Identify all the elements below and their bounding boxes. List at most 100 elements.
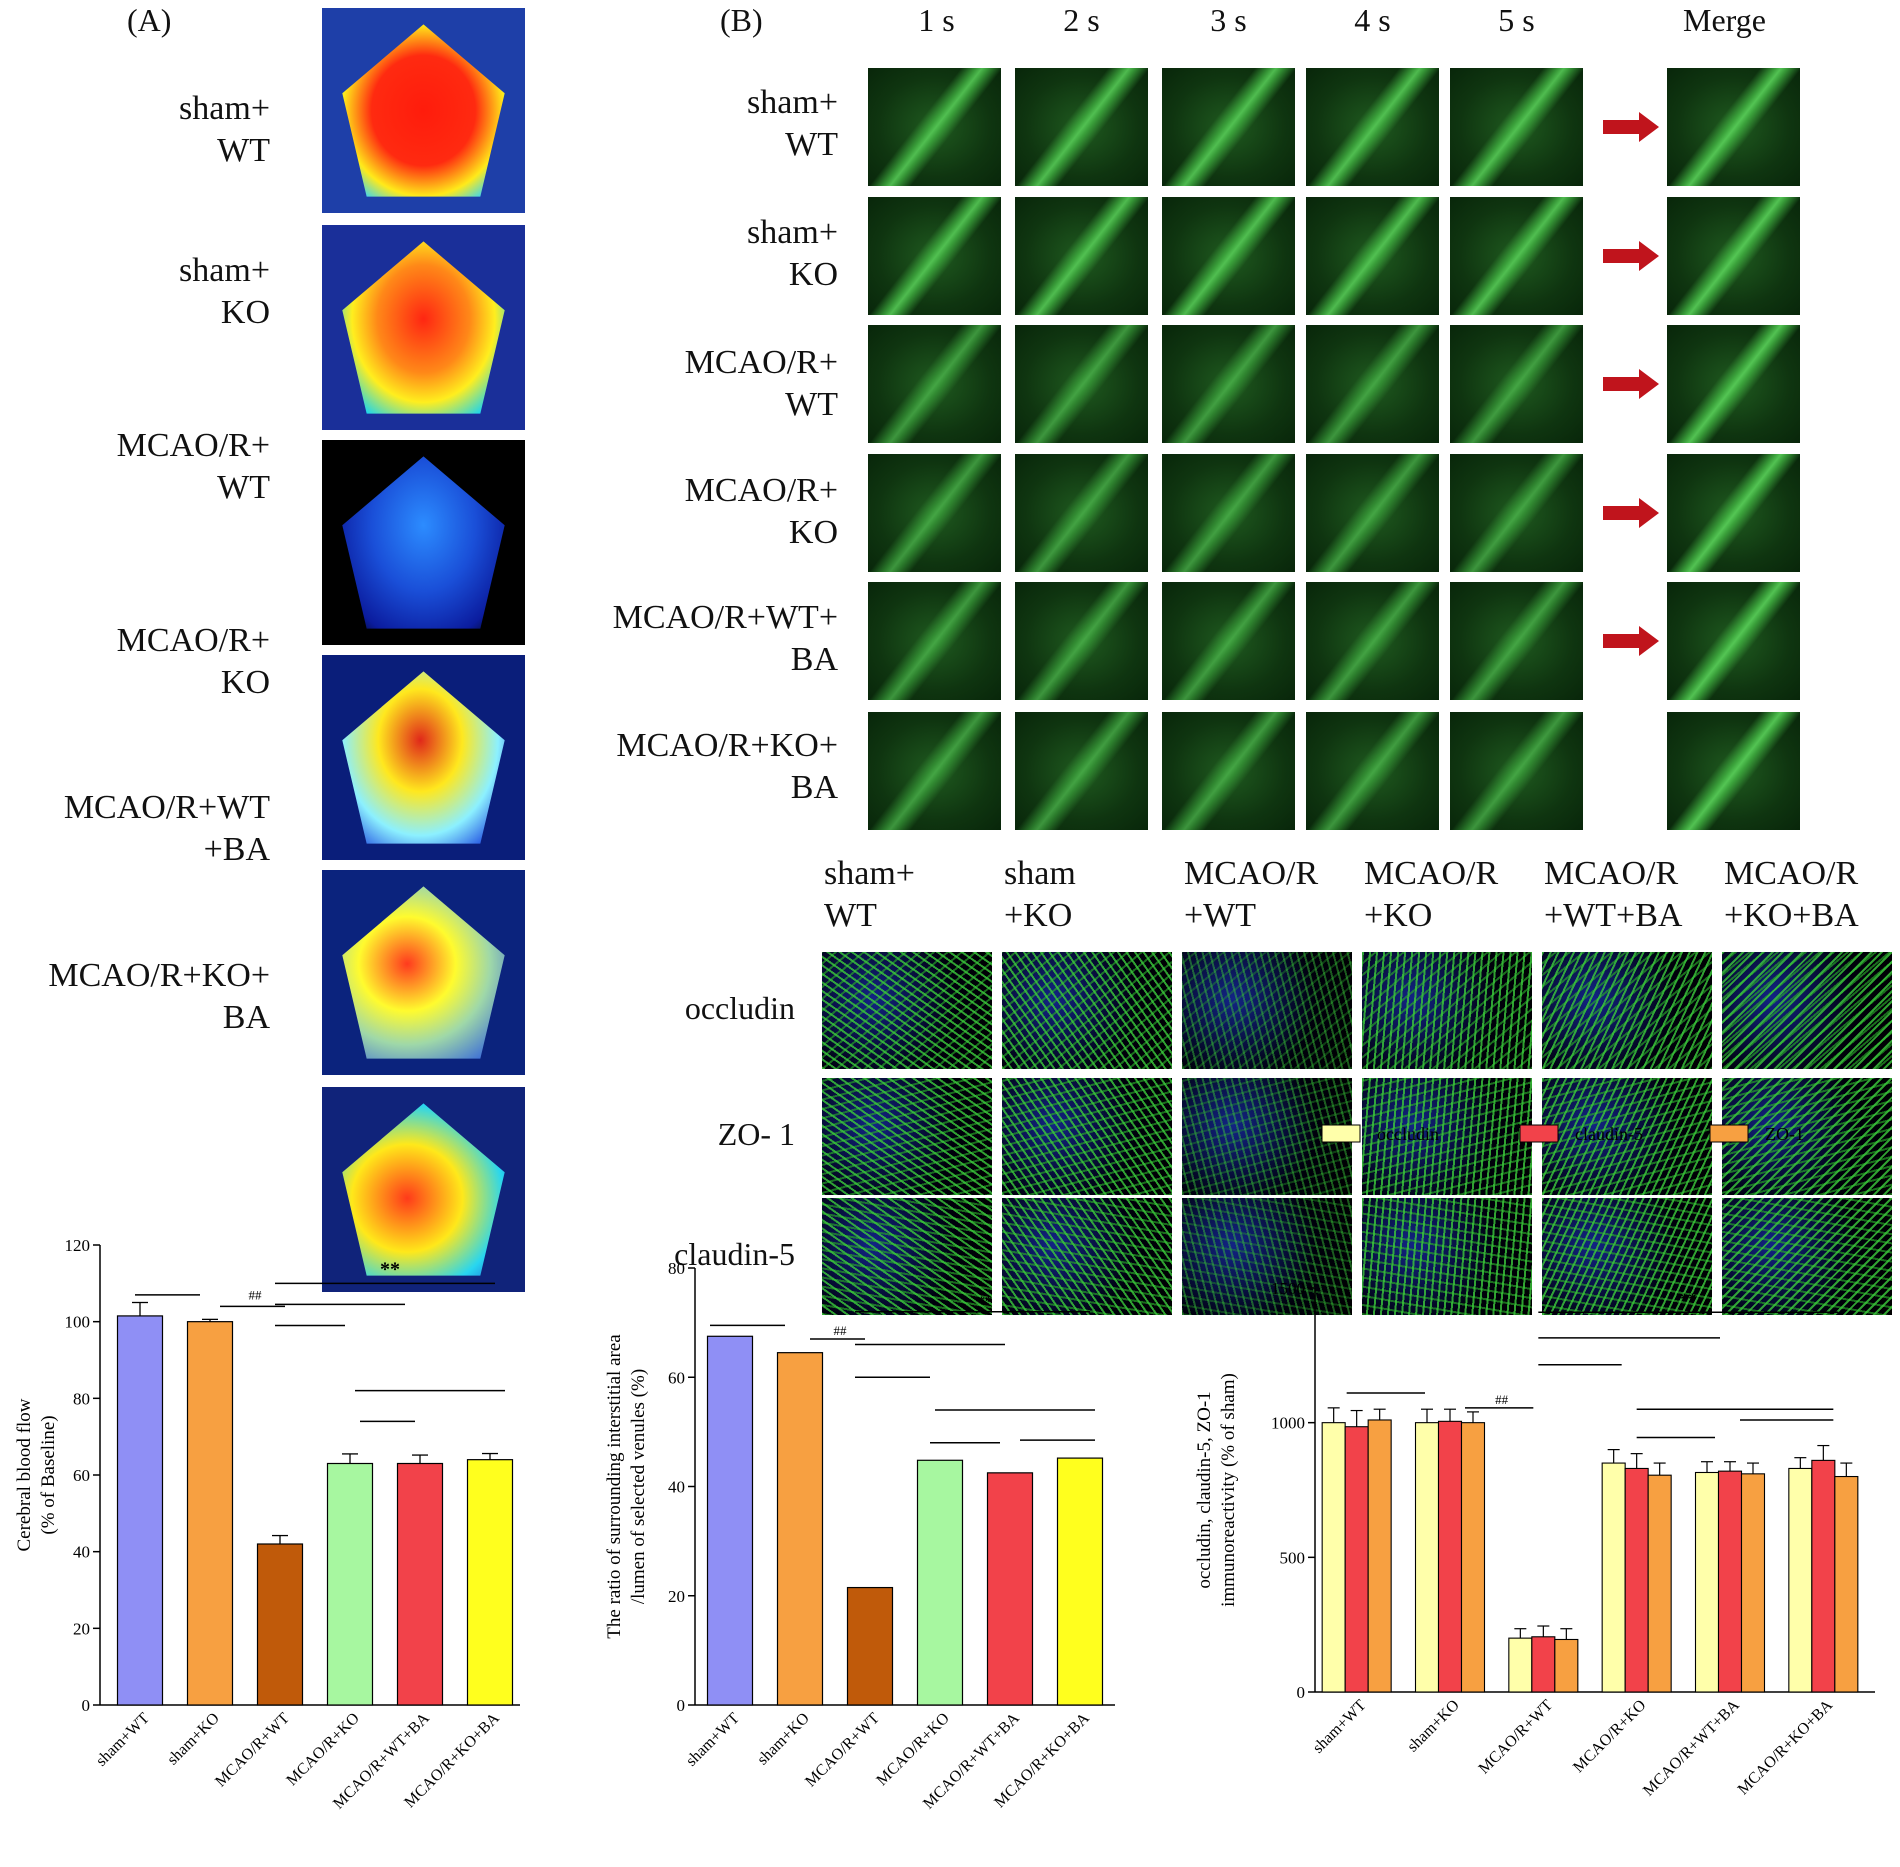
panel-a-label: (A)	[127, 2, 172, 38]
venule-signal	[1015, 582, 1148, 700]
fluorescence-frame	[868, 325, 1001, 443]
if-staining-image	[1542, 1198, 1712, 1315]
fluorescence-frame	[1015, 325, 1148, 443]
venule-signal	[1015, 712, 1148, 830]
blood-flow-scan-image	[322, 655, 525, 860]
column-label-line: MCAO/R	[1184, 855, 1319, 892]
venule-signal	[1162, 68, 1295, 186]
if-column-label: sham +KO	[1004, 853, 1076, 937]
bar	[1344, 1426, 1369, 1693]
blood-flow-scan-image	[322, 870, 525, 1075]
stain-mesh	[1542, 1078, 1712, 1195]
fluorescence-frame	[1162, 68, 1295, 186]
stain-mesh	[822, 1078, 992, 1195]
fluorescence-frame	[1162, 325, 1295, 443]
brain-tissue-region	[342, 241, 505, 414]
if-row-label: occludin	[684, 990, 795, 1026]
column-label-line: MCAO/R	[1544, 855, 1679, 892]
group-label-line: +BA	[203, 831, 270, 868]
cerebral-blood-flow-chart: 0 20 40 60 80 100 120 Cerebral blood flow (% of …	[14, 1236, 520, 1813]
venule-signal	[1015, 325, 1148, 443]
interstitial-ratio-chart: 0 20 40 60 80 The ratio of surrounding inters…	[604, 1259, 1115, 1813]
y-axis-label-line: occludin, claudin-5, ZO-1	[1194, 1391, 1215, 1588]
group-label-line: BA	[222, 999, 270, 1036]
bar	[1531, 1636, 1556, 1693]
group-label-line: KO	[220, 664, 270, 701]
red-arrow-icon	[1603, 241, 1659, 271]
fluorescence-frame	[1162, 582, 1295, 700]
venule-signal	[868, 582, 1001, 700]
if-column-label: sham+ WT	[824, 853, 915, 937]
x-category-label: MCAO/R+KO	[873, 1710, 952, 1789]
panel-a-group-label: MCAO/R+WT +BA	[0, 787, 270, 871]
fluorescence-frame	[868, 68, 1001, 186]
if-staining-image	[1542, 1078, 1712, 1195]
y-axis-label-line: immunoreactivity (% of sham)	[1218, 1373, 1239, 1607]
fluorescence-frame	[1450, 582, 1583, 700]
if-staining-image	[1722, 952, 1892, 1069]
y-tick-label: 80	[668, 1259, 685, 1278]
column-label-line: +WT+BA	[1544, 897, 1683, 934]
blood-flow-scan-image	[322, 8, 525, 213]
bar	[256, 1543, 304, 1706]
stain-mesh	[1002, 952, 1172, 1069]
venule-signal	[1667, 197, 1800, 315]
venule-signal	[1667, 325, 1800, 443]
bar	[1437, 1420, 1463, 1693]
venule-signal	[1162, 454, 1295, 572]
stain-mesh	[1362, 1078, 1532, 1195]
if-staining-image	[822, 1078, 992, 1195]
group-label-line: sham+	[747, 214, 838, 251]
brain-tissue-region	[342, 24, 505, 197]
fluorescence-frame	[868, 582, 1001, 700]
group-label-line: sham+	[179, 252, 270, 289]
if-staining-image	[1182, 1198, 1352, 1315]
x-category-label: MCAO/R+WT	[802, 1710, 883, 1791]
venule-signal	[1306, 197, 1439, 315]
venule-signal	[1162, 712, 1295, 830]
group-label-line: MCAO/R+KO+	[48, 957, 270, 994]
bar	[706, 1335, 754, 1706]
blood-flow-scan-image	[322, 225, 525, 430]
stain-mesh	[1542, 952, 1712, 1069]
fluorescence-frame	[1162, 197, 1295, 315]
time-label: 3 s	[1210, 2, 1247, 38]
venule-signal	[1306, 325, 1439, 443]
fluorescence-frame	[1450, 68, 1583, 186]
if-staining-image	[1182, 1078, 1352, 1195]
legend-swatch	[1519, 1124, 1559, 1143]
venule-signal	[1450, 712, 1583, 830]
merge-frame	[1667, 582, 1800, 700]
fluorescence-frame	[868, 712, 1001, 830]
merge-frame	[1667, 712, 1800, 830]
merge-frame	[1667, 197, 1800, 315]
significance-hash: ##	[1495, 1392, 1509, 1407]
fluorescence-frame	[868, 454, 1001, 572]
y-tick-label: 40	[668, 1478, 685, 1497]
group-label-line: BA	[790, 769, 838, 806]
bar	[326, 1462, 374, 1706]
y-axis-label: Cerebral blood flow (% of Baseline)	[14, 1398, 59, 1551]
venule-signal	[1015, 454, 1148, 572]
fluorescence-frame	[1450, 712, 1583, 830]
x-category-label: MCAO/R+KO	[283, 1710, 362, 1789]
y-axis-label-line: Cerebral blood flow	[14, 1398, 35, 1551]
x-category-label: MCAO/R+WT	[1476, 1697, 1557, 1778]
column-label-line: WT	[824, 897, 877, 934]
bar	[1647, 1474, 1672, 1693]
significance-hash: ##	[249, 1288, 263, 1303]
group-label-line: MCAO/R+	[684, 472, 838, 509]
venule-signal	[1015, 197, 1148, 315]
y-tick-label: 1500	[1271, 1279, 1305, 1298]
group-label-line: sham+	[747, 84, 838, 121]
fluorescence-frame	[1306, 197, 1439, 315]
fluorescence-frame	[1450, 325, 1583, 443]
column-label-line: MCAO/R	[1364, 855, 1499, 892]
column-label-line: +WT	[1184, 897, 1257, 934]
column-label-line: +KO	[1004, 897, 1073, 934]
fluorescence-frame	[1015, 68, 1148, 186]
legend-swatch	[1709, 1124, 1749, 1143]
venule-signal	[1667, 454, 1800, 572]
x-category-label: MCAO/R+WT	[212, 1710, 293, 1791]
legend-label: occludin	[1377, 1124, 1439, 1144]
